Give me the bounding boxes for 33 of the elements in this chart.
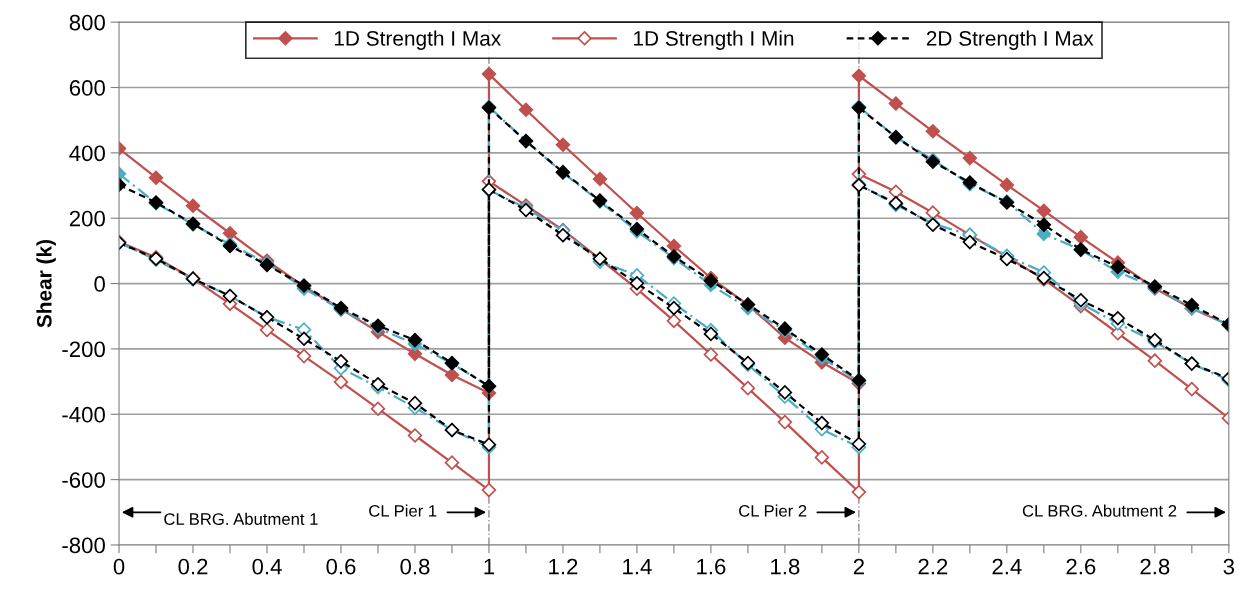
x-tick-label: 2.4 — [992, 558, 1022, 575]
y-tick-label: 800 — [69, 14, 105, 31]
x-tick-label: 0.4 — [252, 558, 282, 575]
annotation: CL Pier 2 — [739, 504, 807, 517]
x-tick-label: 1.2 — [549, 558, 578, 575]
x-tick-label: 2 — [853, 558, 864, 575]
x-tick-label: 2.2 — [918, 558, 948, 575]
y-tick-label: -400 — [62, 406, 105, 423]
x-tick-label: 2.6 — [1066, 558, 1096, 575]
x-tick-label: 3 — [1223, 558, 1235, 575]
y-tick-label: 0 — [94, 276, 105, 292]
x-tick-label: 1.4 — [623, 558, 652, 575]
annotation: CL BRG. Abutment 2 — [1022, 504, 1177, 517]
y-tick-label: 600 — [69, 80, 105, 96]
x-tick-label: 0.8 — [400, 558, 430, 575]
y-tick-label: -200 — [62, 341, 105, 358]
x-tick-label: 1.8 — [771, 558, 800, 575]
y-tick-label: -600 — [62, 472, 105, 488]
annotation: CL Pier 1 — [369, 504, 437, 517]
legend-label: 1D Strength I Min — [634, 30, 794, 50]
annotation: CL BRG. Abutment 1 — [164, 512, 318, 525]
x-tick-label: 0.6 — [326, 558, 356, 575]
x-tick-label: 0 — [113, 558, 125, 575]
y-axis-title: Shear (k) — [36, 240, 56, 328]
y-tick-label: -800 — [62, 537, 105, 554]
legend-label: 1D Strength I Max — [334, 30, 501, 50]
y-tick-label: 200 — [69, 210, 105, 227]
y-tick-label: 400 — [69, 145, 105, 162]
legend-label: 2D Strength I Max — [926, 30, 1094, 50]
x-tick-label: 1 — [484, 558, 495, 575]
x-tick-label: 1.6 — [697, 558, 726, 575]
x-tick-label: 2.8 — [1140, 558, 1170, 575]
x-tick-label: 0.2 — [178, 558, 208, 575]
